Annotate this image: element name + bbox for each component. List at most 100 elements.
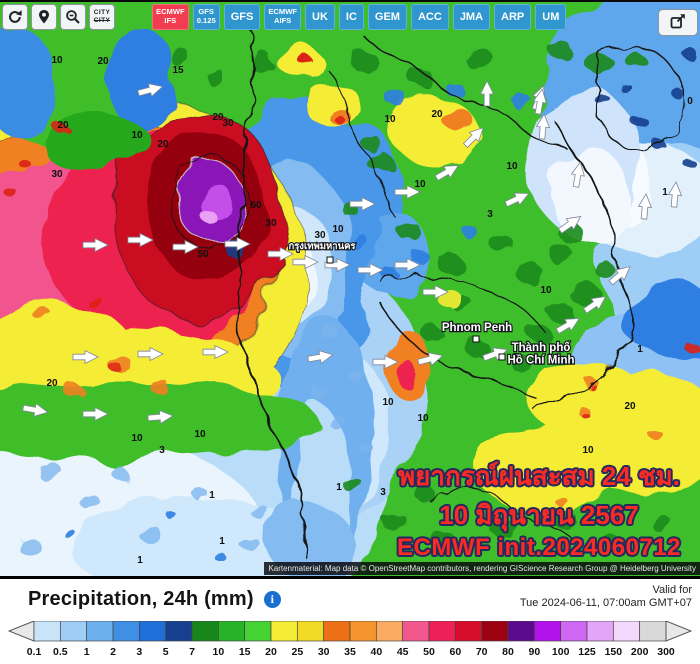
zoom-button[interactable]: [60, 4, 86, 30]
map-toolbar: CITY CITY ECMWF IFS GFS 0.125 GFS ECMWF AIFS UK…: [2, 4, 698, 36]
svg-text:100: 100: [552, 646, 570, 658]
svg-text:70: 70: [476, 646, 488, 658]
model-button-gfs[interactable]: GFS: [223, 4, 261, 30]
rain-speckles: [4, 41, 699, 561]
wind-arrows: [22, 80, 683, 425]
valid-for-text: Valid for Tue 2024-06-11, 07:00am GMT+07: [520, 584, 692, 610]
forecast-annotation-line2: 10 มิถุนายน 2567: [439, 500, 639, 530]
svg-text:10: 10: [417, 413, 429, 424]
svg-text:30: 30: [314, 230, 326, 241]
locate-button[interactable]: [31, 4, 57, 30]
forecast-annotation-line3: ECMWF init.2024060712: [397, 534, 681, 561]
svg-text:20: 20: [157, 139, 169, 150]
svg-text:10: 10: [131, 130, 143, 141]
svg-text:3: 3: [487, 209, 493, 220]
svg-text:3: 3: [380, 487, 386, 498]
svg-text:10: 10: [212, 646, 224, 658]
svg-text:20: 20: [46, 378, 58, 389]
svg-text:1: 1: [336, 482, 342, 493]
refresh-button[interactable]: [2, 4, 28, 30]
svg-text:10: 10: [382, 397, 394, 408]
svg-text:50: 50: [423, 646, 435, 658]
svg-text:1: 1: [662, 187, 668, 198]
magnifier-icon: [65, 9, 81, 25]
svg-text:35: 35: [344, 646, 356, 658]
svg-text:1: 1: [219, 536, 225, 547]
valid-for-label: Valid for: [652, 584, 692, 596]
city-labels-toggle[interactable]: CITY CITY: [89, 4, 115, 30]
svg-text:Thành phố: Thành phố: [512, 342, 571, 354]
svg-text:กรุงเทพมหานคร: กรุงเทพมหานคร: [288, 241, 356, 252]
model-selector: ECMWF IFS GFS 0.125 GFS ECMWF AIFS UK IC GEM ACC JM…: [152, 4, 567, 30]
model-button-ecmwf-aifs[interactable]: ECMWF AIFS: [264, 4, 302, 30]
model-button-jma[interactable]: JMA: [452, 4, 491, 30]
legend-bar-slot: 0.1 0.5 1 2 3 5 7 10 15 20 25 30 35 40 45 50 60 70 80 90 100…: [7, 620, 693, 664]
svg-text:20: 20: [265, 646, 277, 658]
svg-text:30: 30: [265, 218, 277, 229]
svg-text:20: 20: [212, 112, 224, 123]
svg-text:60: 60: [250, 200, 262, 211]
share-button[interactable]: [658, 9, 698, 36]
svg-text:7: 7: [189, 646, 195, 658]
svg-text:80: 80: [502, 646, 514, 658]
model-button-acc[interactable]: ACC: [410, 4, 449, 30]
legend-panel: Precipitation, 24h (mm) i Valid for Tue …: [0, 576, 700, 659]
svg-text:2: 2: [110, 646, 116, 658]
svg-text:0.5: 0.5: [53, 646, 68, 658]
svg-text:1: 1: [637, 344, 643, 355]
model-button-gfs-0125[interactable]: GFS 0.125: [192, 4, 220, 30]
svg-text:0.1: 0.1: [27, 646, 42, 658]
svg-text:20: 20: [57, 120, 69, 131]
legend-title: Precipitation, 24h (mm): [28, 588, 254, 610]
svg-text:10: 10: [540, 285, 552, 296]
svg-text:10: 10: [582, 445, 594, 456]
svg-text:1: 1: [137, 555, 143, 566]
svg-text:10: 10: [194, 429, 206, 440]
legend-colorbar: 0.1 0.5 1 2 3 5 7 10 15 20 25 30 35 40 45 50 60 70 80 90 100…: [7, 620, 693, 658]
svg-text:10: 10: [51, 55, 63, 66]
svg-text:200: 200: [631, 646, 649, 658]
svg-text:50: 50: [197, 249, 209, 260]
svg-text:1: 1: [209, 490, 215, 501]
svg-text:25: 25: [291, 646, 303, 658]
svg-text:300: 300: [657, 646, 675, 658]
model-button-uk[interactable]: UK: [305, 4, 335, 30]
svg-text:20: 20: [97, 56, 109, 67]
city-toggle-label: CITY CITY: [93, 8, 111, 24]
valid-for-datetime: Tue 2024-06-11, 07:00am GMT+07: [519, 597, 692, 609]
svg-text:60: 60: [449, 646, 461, 658]
info-icon[interactable]: i: [263, 591, 281, 608]
share-icon: [669, 12, 687, 33]
svg-text:30: 30: [318, 646, 330, 658]
location-pin-icon: [36, 9, 52, 25]
model-button-ecmwf-ifs[interactable]: ECMWF IFS: [152, 4, 189, 30]
svg-text:125: 125: [578, 646, 596, 658]
svg-text:30: 30: [51, 169, 63, 180]
svg-text:5: 5: [163, 646, 169, 658]
coastlines-borders: [169, 29, 686, 559]
model-button-gem[interactable]: GEM: [367, 4, 407, 30]
svg-text:Hồ Chí Minh: Hồ Chí Minh: [507, 355, 574, 367]
svg-text:20: 20: [431, 109, 443, 120]
svg-text:Phnom Penh: Phnom Penh: [442, 322, 512, 334]
svg-text:1: 1: [84, 646, 90, 658]
svg-text:15: 15: [239, 646, 251, 658]
svg-text:150: 150: [605, 646, 623, 658]
map-attribution: Kartenmaterial: Map data © OpenStreetMap…: [264, 562, 700, 575]
precipitation-map[interactable]: 10 20 15 20 10 20 30 20 30 60 30 50 10 30 20 10 10 3 1 1 1 10…: [0, 2, 700, 576]
model-button-um[interactable]: UM: [535, 4, 567, 30]
svg-text:3: 3: [136, 646, 142, 658]
svg-text:10: 10: [414, 179, 426, 190]
model-button-arp[interactable]: ARP: [494, 4, 532, 30]
svg-text:10: 10: [384, 114, 396, 125]
svg-text:10: 10: [506, 161, 518, 172]
svg-text:45: 45: [397, 646, 409, 658]
svg-text:15: 15: [172, 65, 184, 76]
svg-text:3: 3: [159, 445, 165, 456]
model-button-ic[interactable]: IC: [338, 4, 364, 30]
svg-text:10: 10: [332, 224, 344, 235]
